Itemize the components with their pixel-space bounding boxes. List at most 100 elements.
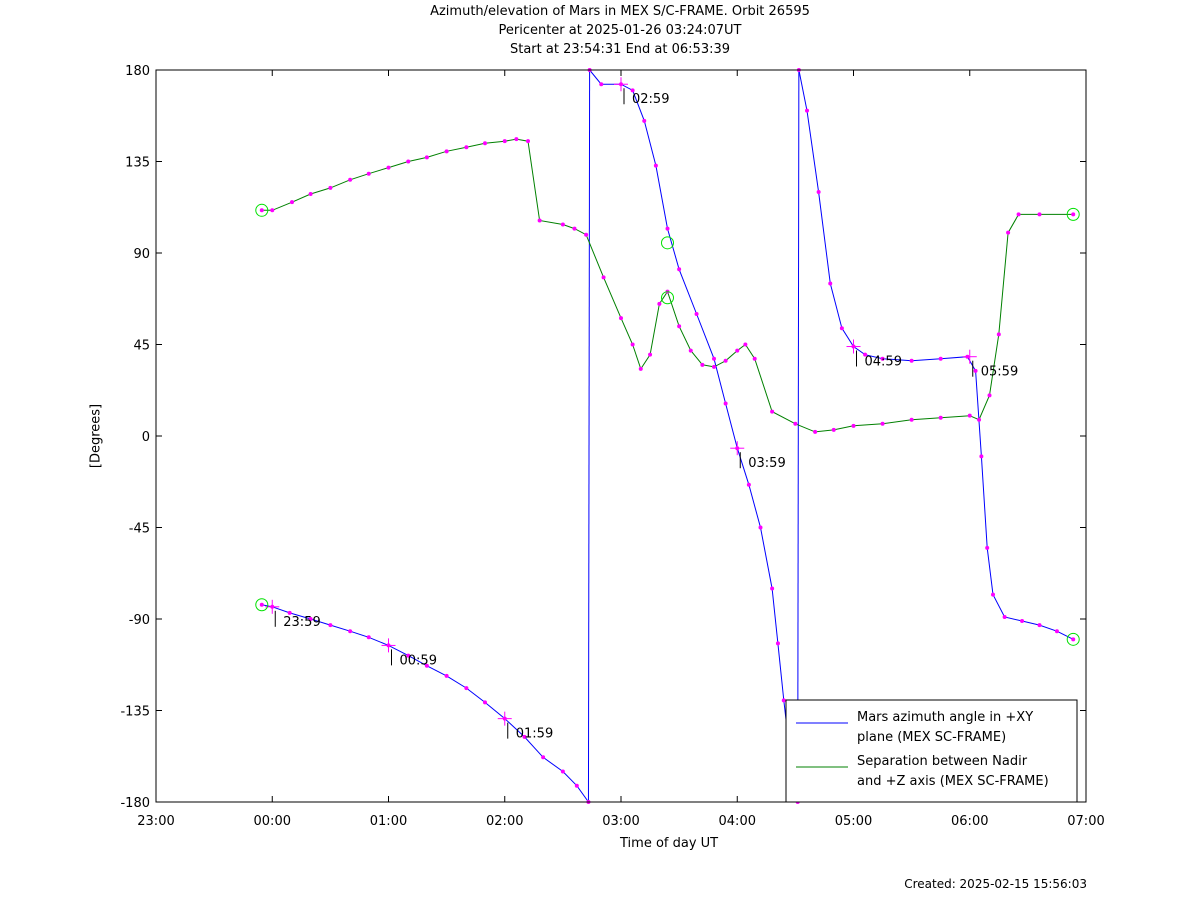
circle-marker (255, 203, 269, 217)
series-1-point (619, 316, 623, 321)
y-tick-label: -135 (120, 705, 150, 720)
series-1-point (793, 421, 798, 426)
series-0-point (1002, 614, 1007, 619)
x-tick-label: 23:00 (137, 814, 174, 829)
series-0-point (991, 592, 995, 597)
series-1-point (712, 364, 716, 369)
y-tick-label: 90 (133, 247, 150, 262)
pericenter-subtitle: Pericenter at 2025-01-26 03:24:07UT (498, 23, 742, 38)
hour-label: 04:59 (865, 355, 902, 370)
series-0-point (464, 686, 469, 691)
series-1-point (406, 159, 411, 164)
series-1-point (584, 232, 589, 237)
series-0-point (599, 82, 604, 87)
series-1-point (752, 356, 757, 361)
series-1-point (630, 342, 635, 347)
series-0-wrap-line (797, 69, 800, 803)
series-0-wrap-line (587, 69, 591, 803)
hour-label: 00:59 (400, 653, 437, 668)
series-0-point (770, 586, 775, 591)
series-1-point (987, 393, 992, 398)
series-0-point (444, 673, 449, 678)
series-1-point (688, 348, 693, 353)
x-tick-label: 02:00 (486, 814, 523, 829)
series-0-point (406, 653, 411, 658)
series-0-point (348, 629, 353, 634)
series-0-point (328, 623, 333, 628)
series-0-point (287, 610, 292, 615)
series-0-point (694, 312, 699, 316)
series-0-point (522, 734, 527, 739)
series-1-point (938, 415, 943, 420)
chart-title: Azimuth/elevation of Mars in MEX S/C-FRA… (430, 4, 810, 19)
series-1-point (537, 218, 542, 223)
series-1-point (813, 429, 818, 434)
series-1-point (831, 427, 836, 432)
series-1-point (526, 139, 530, 144)
hour-label: 23:59 (283, 615, 320, 630)
series-1-point (1071, 212, 1076, 217)
series-0-point (712, 356, 716, 361)
y-tick-label: -180 (120, 796, 150, 811)
series-0-point (805, 108, 809, 113)
series-1-point (444, 149, 449, 154)
series-1-point (259, 208, 264, 213)
series-1-point (424, 155, 429, 160)
y-tick-label: 45 (133, 339, 150, 354)
series-0-point (574, 783, 579, 788)
x-tick-label: 04:00 (719, 814, 756, 829)
series-0-point (1020, 619, 1025, 624)
series-0-point (775, 641, 780, 646)
series-0-point (308, 617, 313, 621)
series-1-point (851, 423, 856, 428)
series-0-point (665, 226, 670, 231)
series-1-point (743, 342, 748, 347)
plot-frame (155, 69, 1087, 803)
series-1-point (601, 275, 606, 280)
series-0-point (366, 635, 371, 640)
x-tick-label: 00:00 (254, 814, 291, 829)
series-0-point (653, 163, 658, 168)
hour-label: 03:59 (748, 456, 785, 471)
series-1-point (735, 348, 740, 353)
series-0-point (482, 700, 487, 705)
series-0-point (642, 118, 647, 123)
y-tick-label: 0 (142, 430, 150, 445)
series-0-point (938, 356, 943, 361)
series-1-point (770, 409, 775, 414)
series-0-point (1054, 629, 1059, 634)
chart-marks: 23:59 00:59 01:59 02:59 03:59 04:59 05:59 (255, 68, 1080, 804)
series-0-line (798, 69, 1074, 640)
circle-marker (1066, 207, 1080, 221)
series-1-point (677, 324, 682, 329)
series-1-point (700, 362, 705, 367)
x-tick-label: 05:00 (835, 814, 872, 829)
series-1-point (1037, 212, 1042, 217)
series-0-point (979, 454, 984, 459)
series-1-point (967, 413, 972, 418)
series-1-point (996, 332, 1001, 337)
series-1-point (366, 171, 371, 176)
legend-label-azimuth-1: Mars azimuth angle in +XY (857, 710, 1033, 725)
series-0-point (839, 326, 844, 331)
circle-marker (255, 598, 269, 612)
series-0-point (1071, 637, 1076, 642)
series-0-point (723, 401, 728, 406)
series-1-point (502, 139, 507, 144)
series-1-point (464, 145, 469, 150)
hour-label: 02:59 (632, 92, 669, 107)
series-1-line (261, 138, 1074, 433)
series-0-point (909, 358, 914, 363)
y-tick-label: 180 (125, 64, 150, 79)
series-0-point (677, 267, 682, 272)
series-1-point (328, 185, 333, 190)
series-1-point (909, 417, 914, 422)
y-tick-label: 135 (125, 156, 150, 171)
series-0-line (589, 69, 799, 803)
series-1-point (308, 192, 313, 197)
series-1-point (514, 137, 519, 142)
legend: Mars azimuth angle in +XY plane (MEX SC-… (785, 699, 1078, 803)
series-0-point (828, 281, 833, 286)
legend-label-azimuth-2: plane (MEX SC-FRAME) (857, 730, 1006, 745)
series-1-point (638, 366, 643, 371)
